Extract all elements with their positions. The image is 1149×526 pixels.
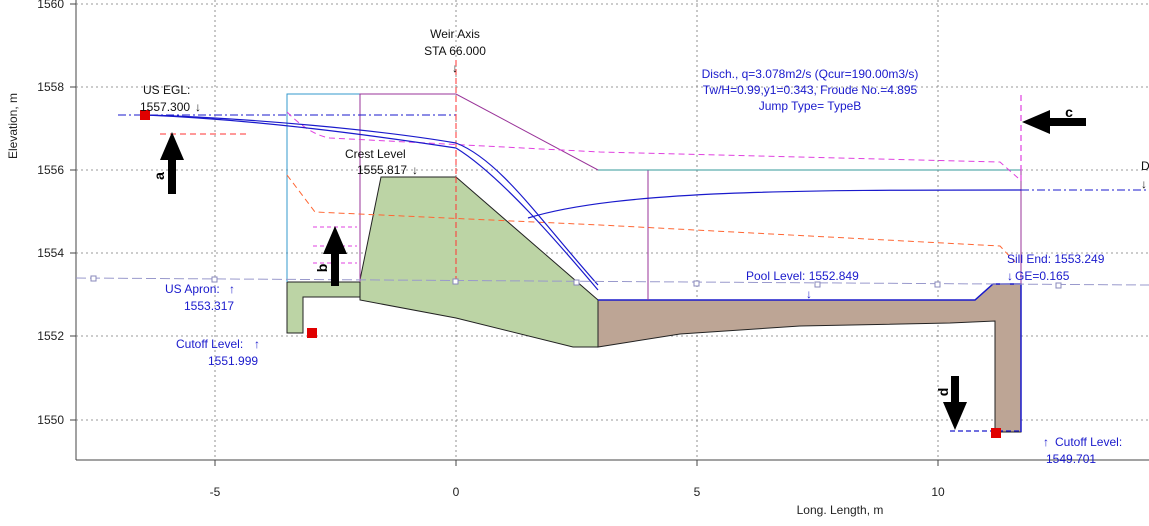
- y-tick-label: 1556: [37, 163, 64, 177]
- crest-level-pointer: ↓: [412, 163, 418, 177]
- y-axis-label: Elevation, m: [6, 93, 20, 159]
- edge-label: D: [1141, 159, 1149, 173]
- us-apron-pointer: ↑: [229, 282, 235, 296]
- weir-body: [359, 176, 599, 348]
- crest-level-label: Crest Level: [345, 147, 406, 161]
- weir-axis-pointer: ↓: [452, 61, 458, 75]
- ds-cutoff-value: 1549.701: [1046, 452, 1096, 466]
- us-egl-label: US EGL:: [143, 83, 190, 97]
- us-egl-marker: [140, 110, 150, 120]
- apron-reference-line: [75, 275, 1149, 289]
- discharge-line-3: Jump Type= TypeB: [759, 99, 862, 113]
- upstream-apron-body: [286, 281, 361, 334]
- x-tick-label: -5: [210, 485, 221, 499]
- energy-lines: [118, 60, 1149, 282]
- x-tick-label: 5: [694, 485, 701, 499]
- crest-level-value: 1555.817: [357, 163, 407, 177]
- ge-label: GE=0.165: [1015, 269, 1070, 283]
- arrow-label-b: b: [314, 264, 330, 273]
- ds-cutoff-label: Cutoff Level:: [1055, 435, 1122, 449]
- y-tick-label: 1554: [37, 246, 64, 260]
- us-apron-label: US Apron:: [165, 282, 220, 296]
- us-cutoff-pointer: ↑: [254, 337, 260, 351]
- us-apron-value: 1553.317: [184, 299, 234, 313]
- x-tick-label: 10: [931, 485, 945, 499]
- arrow-label-a: a: [151, 172, 167, 180]
- weir-structure: [286, 176, 1022, 433]
- pool-level-pointer: ↓: [806, 287, 812, 301]
- ds-cutoff-marker: [991, 428, 1001, 438]
- us-cutoff-label: Cutoff Level:: [176, 337, 243, 351]
- us-cutoff-marker: [307, 328, 317, 338]
- x-axis-label: Long. Length, m: [797, 503, 884, 517]
- pool-level-label: Pool Level: 1552.849: [746, 269, 859, 283]
- y-tick-label: 1552: [37, 329, 64, 343]
- weir-axis-label: Weir Axis: [430, 27, 480, 41]
- x-tick-label: 0: [453, 485, 460, 499]
- sill-end-label: Sill End: 1553.249: [1007, 252, 1105, 266]
- arrow-label-d: d: [935, 388, 951, 397]
- ds-cutoff-pointer: ↑: [1043, 435, 1049, 449]
- edge-pointer: ↓: [1141, 177, 1147, 191]
- us-cutoff-value: 1551.999: [208, 354, 258, 368]
- arrow-a: a: [151, 132, 184, 194]
- y-tick-label: 1558: [37, 80, 64, 94]
- reference-boxes: [286, 93, 1022, 300]
- discharge-line-1: Disch., q=3.078m2/s (Qcur=190.00m3/s): [702, 67, 919, 81]
- ge-pointer: ↓: [1007, 269, 1013, 283]
- axis-ticks: [70, 3, 939, 466]
- arrow-b: b: [314, 226, 347, 286]
- arrow-c: c: [1022, 104, 1086, 134]
- discharge-line-2: Tw/H=0.99,y1=0.343, Froude No.=4.895: [703, 83, 918, 97]
- y-tick-label: 1560: [37, 0, 64, 11]
- arrow-d: d: [935, 376, 967, 430]
- us-egl-value: 1557.300: [140, 100, 190, 114]
- arrow-label-c: c: [1065, 104, 1073, 120]
- water-profiles: [145, 114, 1022, 291]
- plot-area: -5 0 5 10 1560 1558 1556 1554 1552 1550 …: [6, 0, 1149, 517]
- weir-sta-label: STA 66.000: [424, 44, 486, 58]
- y-tick-label: 1550: [37, 413, 64, 427]
- grid-lines: [76, 0, 1149, 460]
- us-egl-pointer: ↓: [195, 100, 201, 114]
